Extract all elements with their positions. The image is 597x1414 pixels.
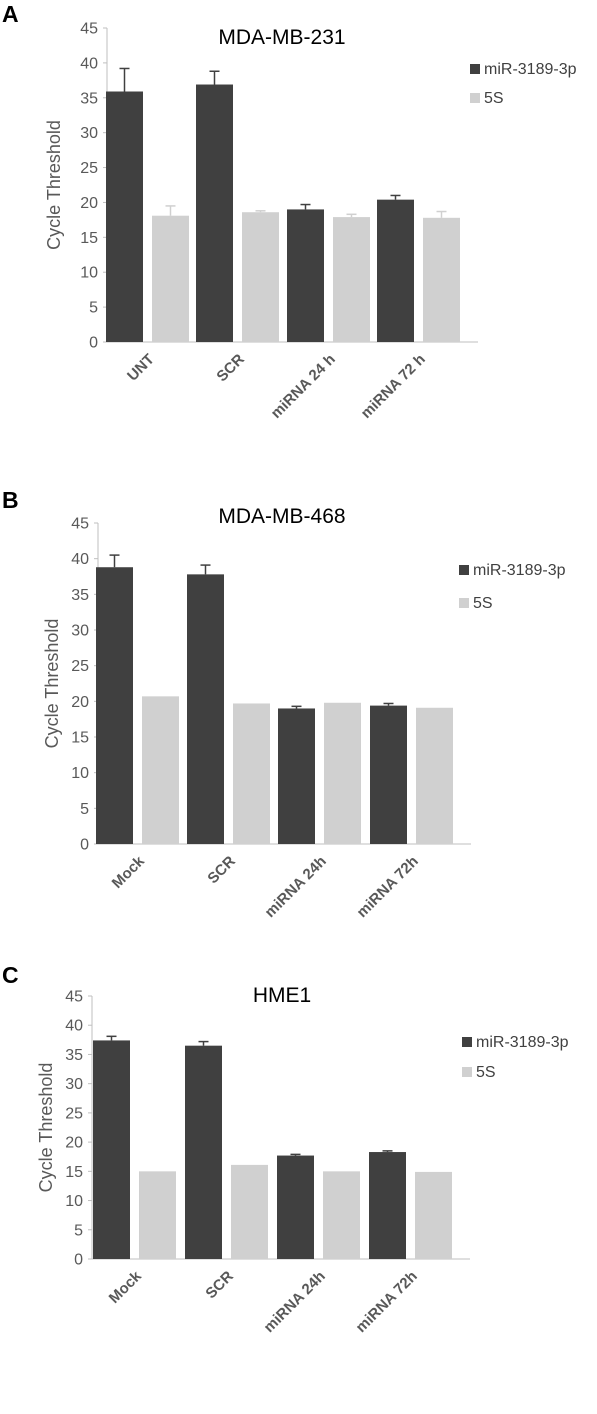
bar-5s bbox=[233, 703, 270, 844]
y-tick-label: 45 bbox=[80, 21, 98, 38]
bar-5s bbox=[324, 702, 361, 844]
y-tick-label: 40 bbox=[80, 55, 98, 72]
x-tick-label: SCR bbox=[204, 853, 239, 888]
y-tick-label: 0 bbox=[80, 837, 89, 854]
legend-label: 5S bbox=[476, 1064, 496, 1081]
x-tick-label: miRNA 72 h bbox=[358, 351, 429, 422]
chart-title: MDA-MB-231 bbox=[218, 26, 345, 49]
bar-5s bbox=[415, 1171, 452, 1259]
bar-mir bbox=[185, 1045, 222, 1259]
y-axis-label: Cycle Threshold bbox=[42, 619, 62, 749]
y-tick-label: 30 bbox=[71, 623, 89, 640]
bar-mir bbox=[278, 708, 315, 844]
y-tick-label: 30 bbox=[65, 1076, 83, 1093]
x-tick-label: Mock bbox=[106, 1267, 146, 1307]
x-tick-label: miRNA 24h bbox=[261, 1268, 329, 1336]
legend-label: miR-3189-3p bbox=[473, 562, 566, 579]
y-tick-label: 0 bbox=[74, 1252, 83, 1269]
bar-mir bbox=[93, 1040, 130, 1259]
chart-panel-b: B MDA-MB-468 0 5 10 15 20 25 30 35 40 45 Cycle Thres… bbox=[2, 487, 566, 921]
y-tick-label: 45 bbox=[65, 989, 83, 1006]
bar-mir bbox=[369, 1152, 406, 1259]
y-tick-label: 10 bbox=[71, 765, 89, 782]
chart-panel-a: A MDA-MB-231 0 5 10 15 20 25 30 35 40 45 Cycle Thres… bbox=[2, 1, 577, 422]
y-tick-label: 35 bbox=[65, 1047, 83, 1064]
y-tick-label: 20 bbox=[80, 195, 98, 212]
x-tick-label: SCR bbox=[213, 351, 248, 386]
y-tick-label: 20 bbox=[71, 694, 89, 711]
x-tick-label: SCR bbox=[202, 1268, 237, 1303]
legend-swatch bbox=[470, 93, 480, 103]
x-tick-label: miRNA 72h bbox=[354, 853, 422, 921]
legend-swatch bbox=[470, 64, 480, 74]
legend-swatch bbox=[459, 598, 469, 608]
y-tick-label: 0 bbox=[89, 335, 98, 352]
y-tick-label: 25 bbox=[80, 160, 98, 177]
y-tick-label: 15 bbox=[71, 730, 89, 747]
y-tick-label: 25 bbox=[65, 1105, 83, 1122]
y-axis-label: Cycle Threshold bbox=[44, 120, 64, 250]
bar-mir bbox=[187, 574, 224, 844]
chart-title: MDA-MB-468 bbox=[218, 505, 345, 528]
y-tick-label: 10 bbox=[65, 1193, 83, 1210]
bar-5s bbox=[416, 707, 453, 844]
bar-5s bbox=[242, 212, 279, 342]
panel-letter: A bbox=[2, 1, 19, 27]
y-tick-label: 10 bbox=[80, 265, 98, 282]
x-tick-label: miRNA 24 h bbox=[268, 351, 339, 422]
panel-letter: B bbox=[2, 487, 19, 513]
bar-mir bbox=[96, 567, 133, 844]
bar-mir bbox=[370, 705, 407, 844]
legend-label: miR-3189-3p bbox=[484, 61, 577, 78]
y-tick-label: 30 bbox=[80, 125, 98, 142]
chart-title: HME1 bbox=[253, 984, 311, 1007]
legend-label: miR-3189-3p bbox=[476, 1034, 569, 1051]
y-tick-label: 20 bbox=[65, 1135, 83, 1152]
y-tick-label: 15 bbox=[65, 1164, 83, 1181]
chart-panel-c: C HME1 0 5 10 15 20 25 30 35 40 45 Cycle Threshold Mo… bbox=[2, 962, 569, 1336]
legend-swatch bbox=[462, 1037, 472, 1047]
legend-label: 5S bbox=[473, 595, 493, 612]
y-tick-label: 40 bbox=[71, 551, 89, 568]
bar-5s bbox=[323, 1171, 360, 1259]
bar-5s bbox=[231, 1164, 268, 1259]
bar-5s bbox=[142, 696, 179, 844]
legend-swatch bbox=[459, 565, 469, 575]
legend-swatch bbox=[462, 1067, 472, 1077]
bar-mir bbox=[277, 1155, 314, 1259]
y-tick-label: 25 bbox=[71, 658, 89, 675]
y-tick-label: 35 bbox=[80, 90, 98, 107]
x-tick-label: miRNA 24h bbox=[262, 853, 330, 921]
bar-mir bbox=[196, 84, 233, 343]
bar-5s bbox=[333, 217, 370, 342]
x-tick-label: Mock bbox=[109, 852, 149, 892]
bar-mir bbox=[287, 209, 324, 342]
bar-5s bbox=[139, 1171, 176, 1259]
x-tick-label: UNT bbox=[124, 351, 158, 385]
bar-mir bbox=[106, 91, 143, 343]
y-tick-label: 35 bbox=[71, 587, 89, 604]
bar-mir bbox=[377, 199, 414, 342]
bar-5s bbox=[152, 215, 189, 342]
y-tick-label: 5 bbox=[80, 801, 89, 818]
panel-letter: C bbox=[2, 962, 19, 988]
y-tick-label: 15 bbox=[80, 230, 98, 247]
y-axis-label: Cycle Threshold bbox=[36, 1063, 56, 1193]
legend-label: 5S bbox=[484, 90, 504, 107]
bar-5s bbox=[423, 217, 460, 342]
y-tick-label: 5 bbox=[74, 1222, 83, 1239]
y-tick-label: 5 bbox=[89, 300, 98, 317]
y-tick-label: 45 bbox=[71, 516, 89, 533]
y-tick-label: 40 bbox=[65, 1018, 83, 1035]
x-tick-label: miRNA 72h bbox=[353, 1268, 421, 1336]
